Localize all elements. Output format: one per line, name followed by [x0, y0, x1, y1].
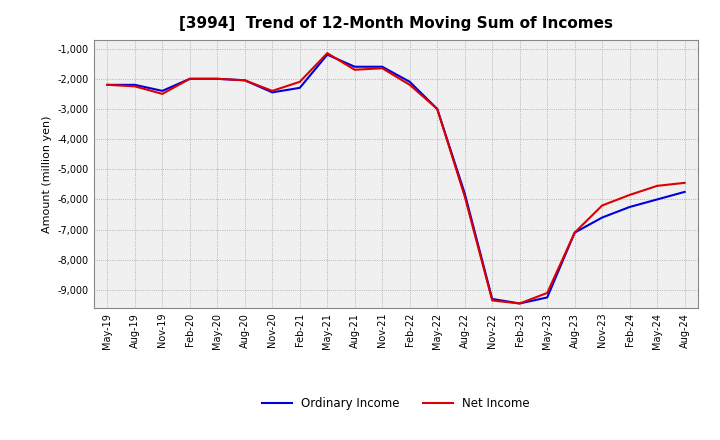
Net Income: [295, 79, 304, 84]
Ordinary Income: [130, 82, 139, 88]
Net Income: [405, 82, 414, 88]
Ordinary Income: [323, 52, 332, 57]
Ordinary Income: [378, 64, 387, 70]
Ordinary Income: [405, 79, 414, 84]
Net Income: [488, 298, 497, 303]
Net Income: [680, 180, 689, 186]
Ordinary Income: [433, 106, 441, 112]
Net Income: [433, 106, 441, 112]
Y-axis label: Amount (million yen): Amount (million yen): [42, 115, 52, 233]
Ordinary Income: [598, 215, 606, 220]
Net Income: [351, 67, 359, 73]
Net Income: [130, 84, 139, 89]
Ordinary Income: [295, 85, 304, 91]
Net Income: [653, 183, 662, 188]
Ordinary Income: [570, 230, 579, 235]
Ordinary Income: [543, 295, 552, 300]
Net Income: [543, 290, 552, 296]
Net Income: [598, 203, 606, 208]
Title: [3994]  Trend of 12-Month Moving Sum of Incomes: [3994] Trend of 12-Month Moving Sum of I…: [179, 16, 613, 32]
Net Income: [268, 88, 276, 94]
Ordinary Income: [268, 90, 276, 95]
Ordinary Income: [186, 76, 194, 81]
Ordinary Income: [680, 189, 689, 194]
Net Income: [378, 66, 387, 71]
Net Income: [103, 82, 112, 88]
Net Income: [158, 91, 166, 96]
Ordinary Income: [158, 88, 166, 94]
Net Income: [516, 301, 524, 306]
Ordinary Income: [626, 204, 634, 209]
Net Income: [240, 78, 249, 83]
Net Income: [323, 51, 332, 56]
Net Income: [460, 194, 469, 199]
Ordinary Income: [460, 191, 469, 196]
Ordinary Income: [103, 82, 112, 88]
Ordinary Income: [240, 78, 249, 83]
Ordinary Income: [516, 301, 524, 306]
Line: Ordinary Income: Ordinary Income: [107, 55, 685, 304]
Net Income: [213, 76, 222, 81]
Ordinary Income: [351, 64, 359, 70]
Net Income: [186, 76, 194, 81]
Legend: Ordinary Income, Net Income: Ordinary Income, Net Income: [258, 392, 534, 415]
Net Income: [626, 192, 634, 198]
Net Income: [570, 230, 579, 235]
Ordinary Income: [488, 296, 497, 301]
Ordinary Income: [653, 197, 662, 202]
Line: Net Income: Net Income: [107, 53, 685, 304]
Ordinary Income: [213, 76, 222, 81]
